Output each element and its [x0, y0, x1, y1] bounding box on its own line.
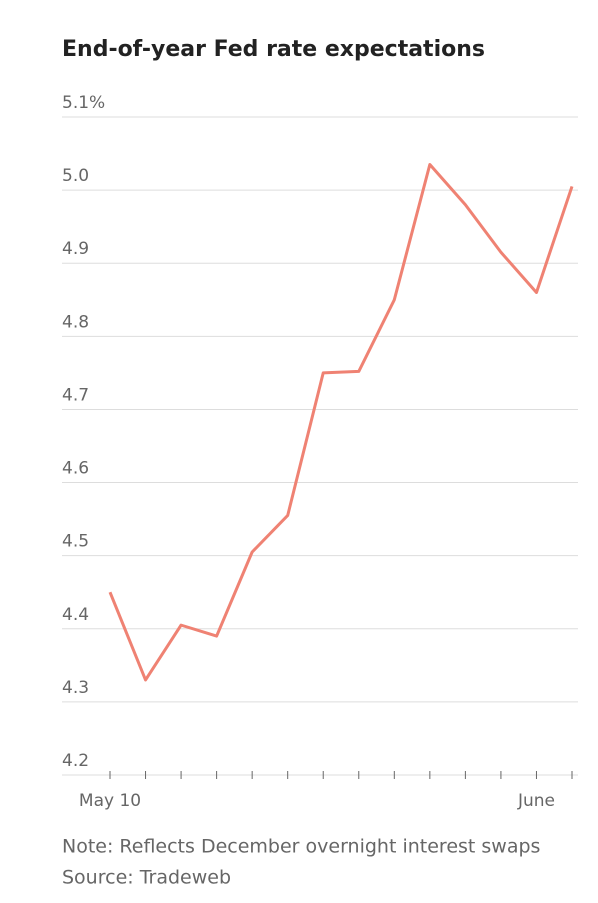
y-tick-label: 5.0: [62, 166, 89, 186]
note: Note: Reflects December overnight intere…: [62, 836, 540, 858]
y-tick-label: 4.7: [62, 385, 89, 405]
y-tick-label: 4.2: [62, 751, 89, 771]
source: Source: Tradeweb: [62, 867, 231, 889]
y-tick-label: 4.6: [62, 459, 89, 479]
y-tick-label: 5.1%: [62, 93, 105, 113]
chart-title: End-of-year Fed rate expectations: [62, 37, 485, 62]
y-tick-label: 4.8: [62, 312, 89, 332]
y-tick-label: 4.4: [62, 605, 89, 625]
line: [108, 163, 574, 682]
x-tick-label: June: [517, 791, 555, 811]
y-tick-label: 4.3: [62, 678, 89, 698]
y-tick-label: 4.5: [62, 532, 89, 552]
y-tick-label: 4.9: [62, 239, 89, 259]
x-tick-label: May 10: [79, 791, 141, 811]
